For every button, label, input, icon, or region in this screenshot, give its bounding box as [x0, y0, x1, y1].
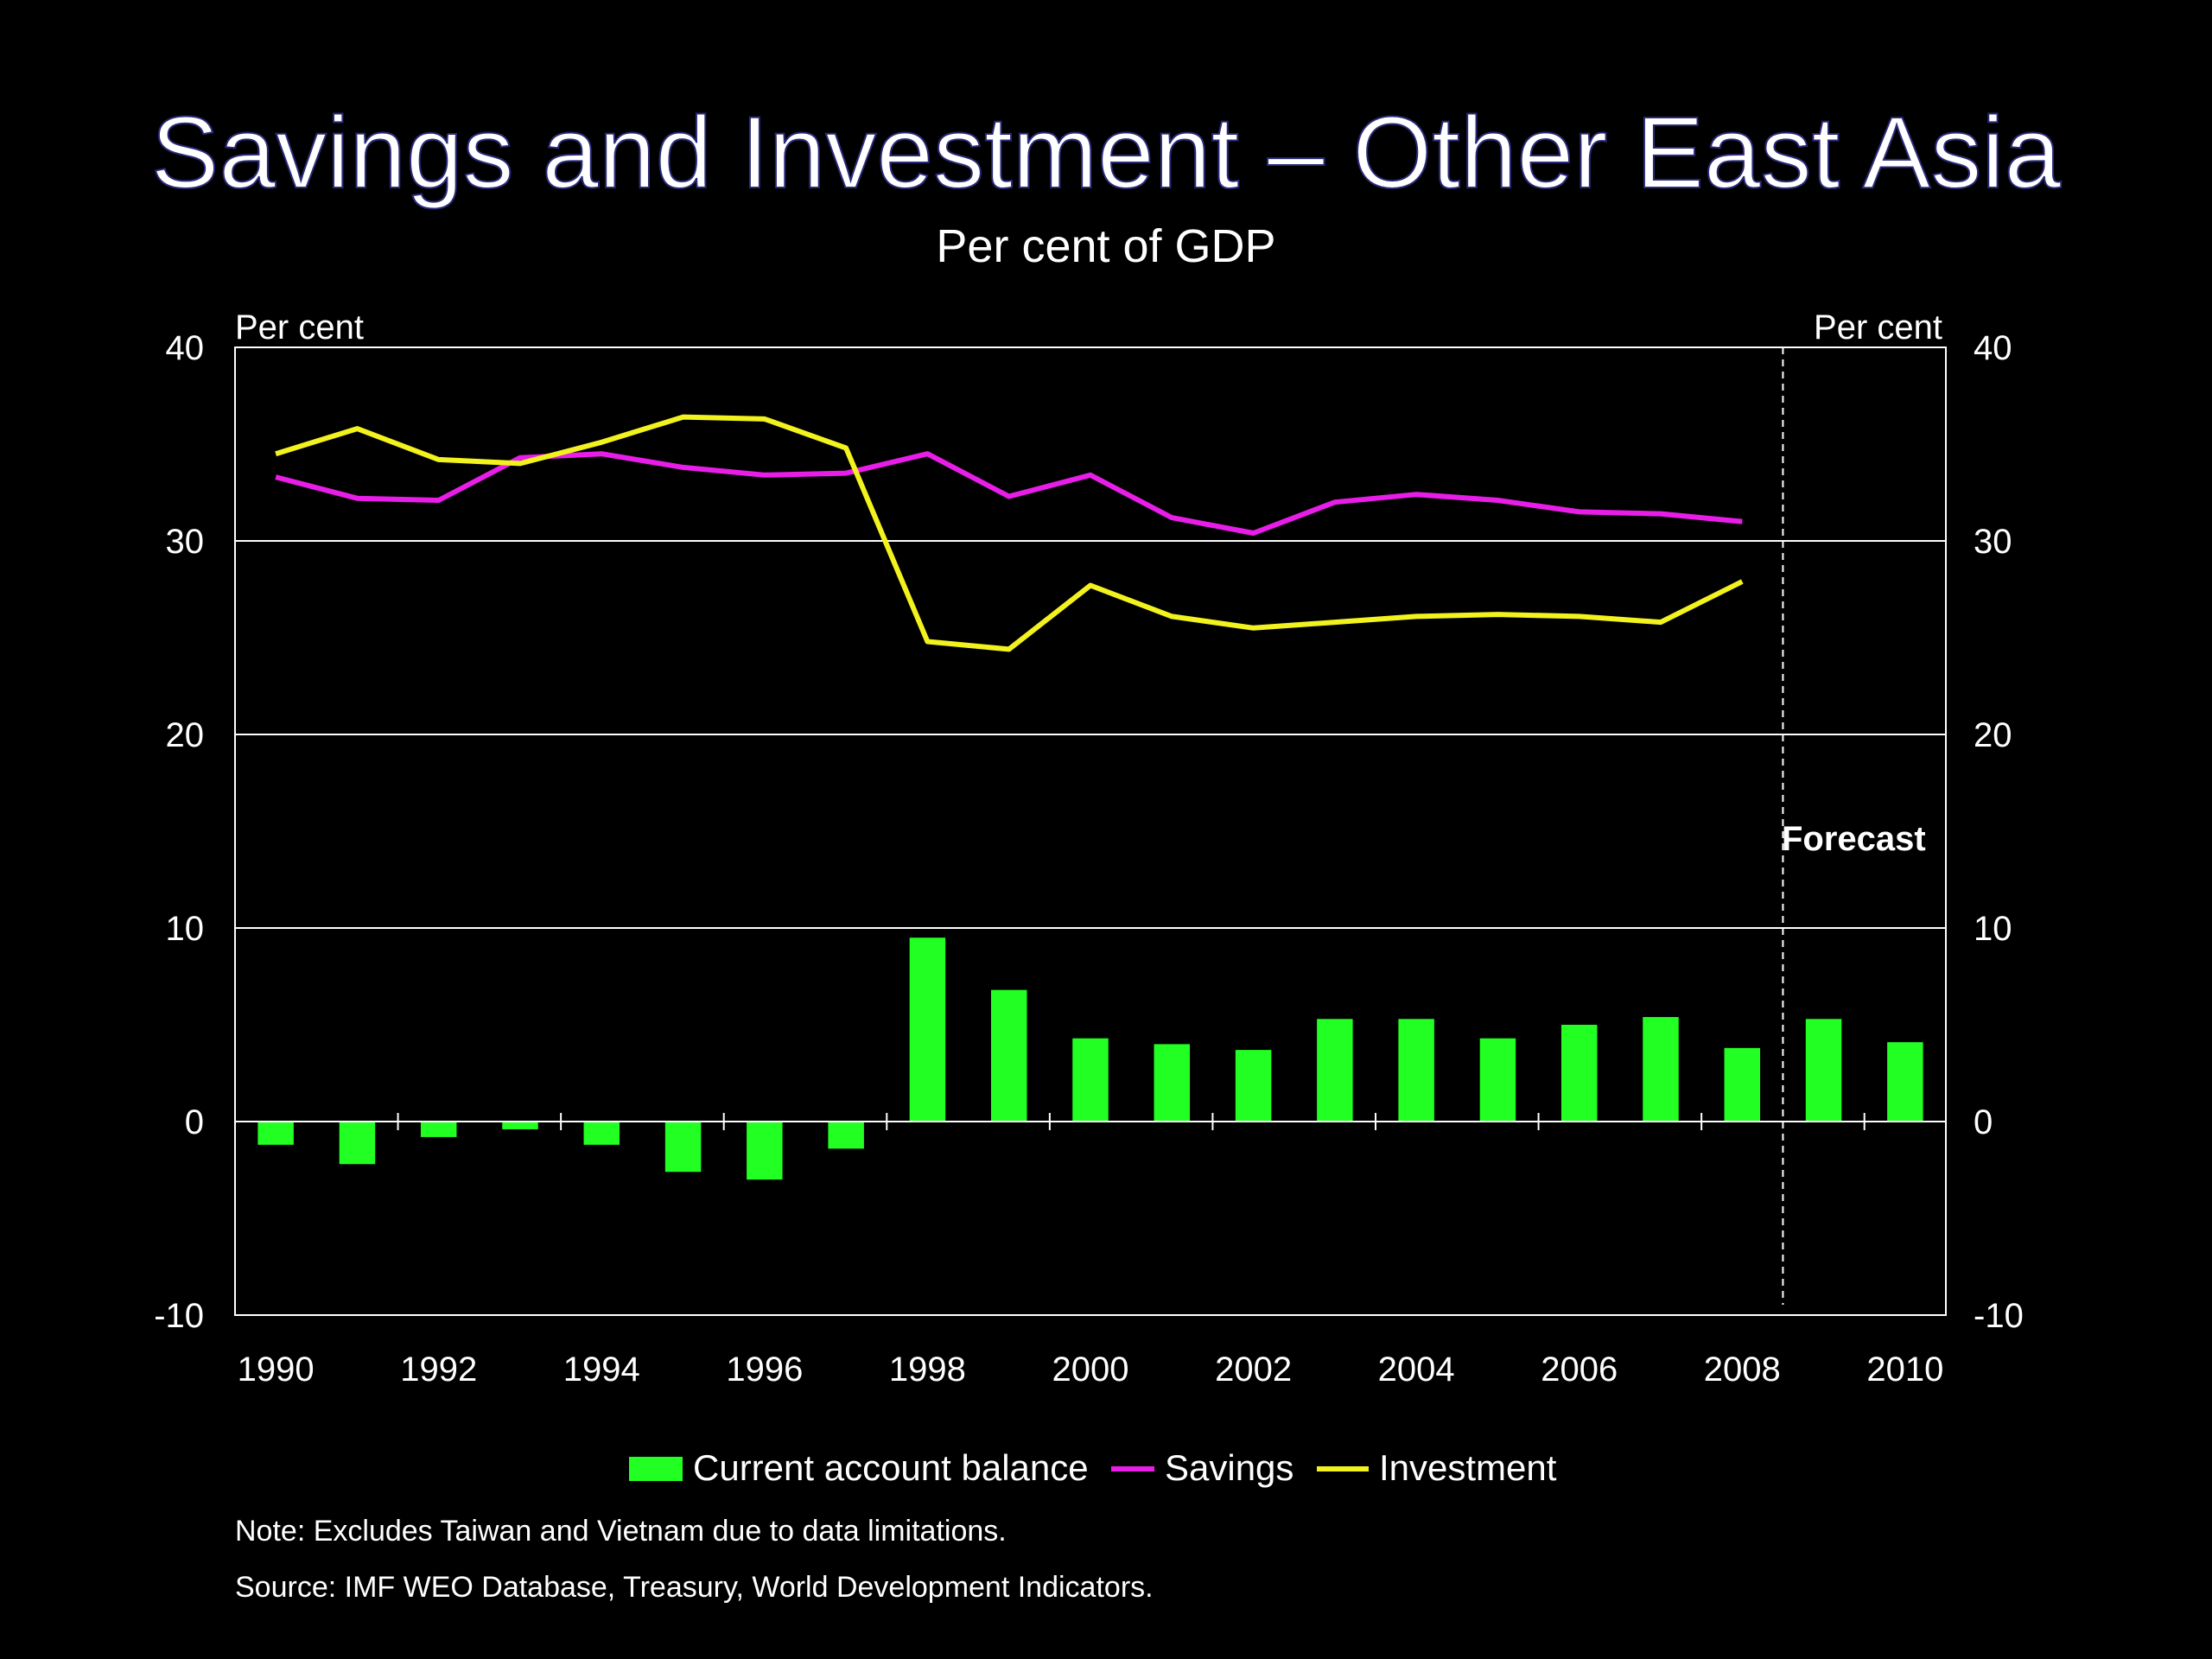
x-tick-label: 2000 [1052, 1351, 1129, 1389]
bar [1398, 1019, 1434, 1122]
bar [990, 989, 1027, 1122]
page-title: Savings and Investment – Other East Asia [151, 96, 2062, 210]
x-tick-labels: 1990 1992 1994 1996 1998 2000 2002 2004 2006 2008… [238, 1351, 1944, 1389]
bar [747, 1122, 783, 1180]
bar [909, 938, 946, 1122]
plot-frame [234, 346, 1947, 1316]
bar [1887, 1042, 1923, 1122]
legend-label-investment: Investment [1379, 1447, 1557, 1488]
bar-series [257, 938, 1923, 1180]
bar [1317, 1019, 1353, 1122]
bar [1643, 1017, 1679, 1122]
y-tick-label-left: 40 [166, 329, 205, 367]
bar [1560, 1025, 1598, 1122]
source-text: Source: IMF WEO Database, Treasury, Worl… [235, 1571, 1154, 1604]
page-subtitle: Per cent of GDP [936, 220, 1275, 272]
legend: Current account balance Savings Investme… [629, 1447, 1557, 1488]
y-tick-labels: -10 -10 0 0 10 10 20 20 30 30 40 40 [154, 329, 2024, 1335]
x-tick-label: 2008 [1704, 1351, 1781, 1389]
bar [1235, 1050, 1272, 1122]
bar [1805, 1019, 1842, 1122]
y-axis-label-right: Per cent [1814, 308, 1942, 346]
y-tick-label-right: 20 [1974, 716, 2012, 754]
bar [583, 1122, 620, 1145]
line-series [275, 414, 1744, 652]
x-tick-label: 1992 [400, 1351, 477, 1389]
x-tick-label: 2010 [1866, 1351, 1943, 1389]
bar [1724, 1047, 1761, 1122]
bar [1479, 1038, 1516, 1122]
y-tick-label-right: 0 [1974, 1103, 1993, 1141]
x-tick-label: 1994 [563, 1351, 640, 1389]
note-text: Note: Excludes Taiwan and Vietnam due to… [235, 1515, 1007, 1548]
y-tick-label-right: -10 [1974, 1297, 2024, 1335]
x-tick-label: 2006 [1541, 1351, 1618, 1389]
y-tick-label-left: 0 [185, 1103, 204, 1141]
bar [339, 1122, 376, 1165]
y-tick-label-right: 30 [1974, 523, 2012, 561]
y-tick-label-left: -10 [154, 1297, 204, 1335]
bar [1072, 1038, 1109, 1122]
legend-label-savings: Savings [1165, 1447, 1294, 1488]
bar [828, 1122, 864, 1149]
y-axis-label-left: Per cent [235, 308, 364, 346]
bar [420, 1122, 457, 1137]
x-tick-label: 1996 [726, 1351, 803, 1389]
bar [502, 1122, 538, 1129]
plot-border [234, 346, 1947, 1316]
legend-label-current-account: Current account balance [693, 1447, 1089, 1488]
forecast-label: Forecast [1782, 820, 1926, 858]
bar [1154, 1044, 1191, 1122]
bar [257, 1122, 294, 1145]
bar [664, 1122, 702, 1173]
x-tick-label: 1998 [889, 1351, 966, 1389]
x-tick-label: 2004 [1378, 1351, 1455, 1389]
y-tick-label-right: 40 [1974, 329, 2012, 367]
y-tick-label-right: 10 [1974, 910, 2012, 948]
line-savings [275, 451, 1743, 536]
line-investment [275, 414, 1744, 652]
x-tick-label: 1990 [238, 1351, 315, 1389]
grid-lines [235, 346, 1946, 929]
legend-swatch-current-account [629, 1457, 683, 1481]
y-tick-label-left: 10 [166, 910, 205, 948]
x-tick-label: 2002 [1215, 1351, 1292, 1389]
y-tick-label-left: 30 [166, 523, 205, 561]
y-tick-label-left: 20 [166, 716, 205, 754]
